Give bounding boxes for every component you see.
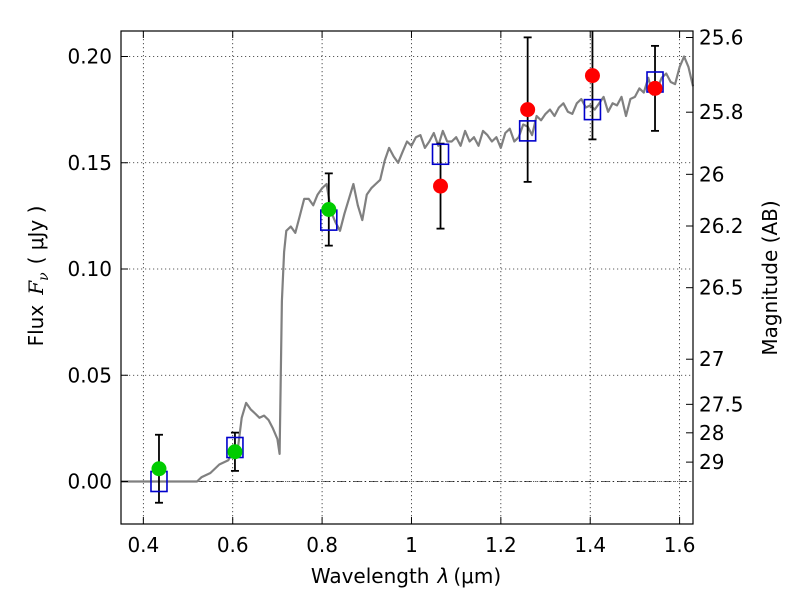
x-tick-label: 1.4 — [574, 533, 606, 557]
magnitude-axis-title: Magnitude (AB) — [758, 200, 782, 355]
magnitude-tick-label: 26.5 — [699, 276, 744, 300]
x-axis-label-text: Wavelength — [311, 564, 430, 588]
model-photometry-point — [431, 143, 450, 166]
magnitude-tick-label: 25.8 — [699, 100, 744, 124]
x-tick-label: 1.6 — [664, 533, 696, 557]
y-axis-symbol: F — [24, 280, 48, 296]
y-tick-label: 0.10 — [67, 257, 112, 281]
y-tick-label: 0.00 — [67, 470, 112, 494]
x-axis-unit: (μm) — [453, 564, 501, 588]
magnitude-tick-label: 26.2 — [699, 214, 744, 238]
y-tick-label: 0.15 — [67, 151, 112, 175]
grid-lines — [121, 31, 693, 524]
observed-flux-point — [520, 102, 536, 118]
magnitude-tick-label: 27.5 — [699, 392, 744, 416]
model-photometry-squares — [150, 71, 664, 493]
model-spectrum — [121, 55, 695, 483]
x-tick-label: 0.8 — [306, 533, 338, 557]
y-tick-label: 0.05 — [67, 363, 112, 387]
model-photometry-point — [518, 120, 537, 142]
x-axis-title: Wavelength λ (μm) — [311, 564, 501, 588]
magnitude-axis-ticks: 25.6 25.8 26 26.2 26.5 27 27.5 28 29 — [686, 25, 744, 474]
observed-flux-point — [227, 444, 243, 460]
observed-flux-point — [647, 80, 663, 96]
magnitude-tick-label: 27 — [699, 347, 724, 371]
y-axis-unit: ( μJy ) — [24, 206, 48, 265]
observed-flux-point — [321, 202, 337, 217]
x-tick-label: 0.4 — [127, 533, 159, 557]
x-tick-label: 1.2 — [485, 533, 517, 557]
y-axis-symbol-subscript: ν — [36, 272, 52, 281]
observed-flux-point — [151, 461, 167, 477]
y-axis-label-text: Flux — [24, 305, 48, 347]
model-photometry-point — [583, 98, 602, 121]
magnitude-tick-label: 29 — [699, 450, 724, 474]
plot-frame — [120, 30, 694, 525]
magnitude-tick-label: 25.6 — [699, 25, 744, 49]
observed-flux-point — [433, 178, 449, 194]
x-axis-ticks: 0.4 0.6 0.8 1 1.2 1.4 1.6 — [127, 31, 696, 557]
x-axis-symbol: λ — [437, 564, 450, 588]
y-axis-ticks: 0.00 0.05 0.10 0.15 0.20 — [67, 45, 128, 494]
x-tick-label: 1 — [405, 533, 418, 557]
y-tick-label: 0.20 — [67, 45, 112, 69]
x-tick-label: 0.6 — [217, 533, 249, 557]
magnitude-tick-label: 28 — [699, 421, 724, 445]
observed-flux-points — [151, 68, 663, 477]
spectrum-line — [121, 55, 695, 483]
magnitude-tick-label: 26 — [699, 162, 724, 186]
y-axis-title: Flux Fν ( μJy ) — [24, 206, 52, 347]
observed-flux-point — [584, 68, 600, 84]
error-bar — [588, 31, 597, 141]
